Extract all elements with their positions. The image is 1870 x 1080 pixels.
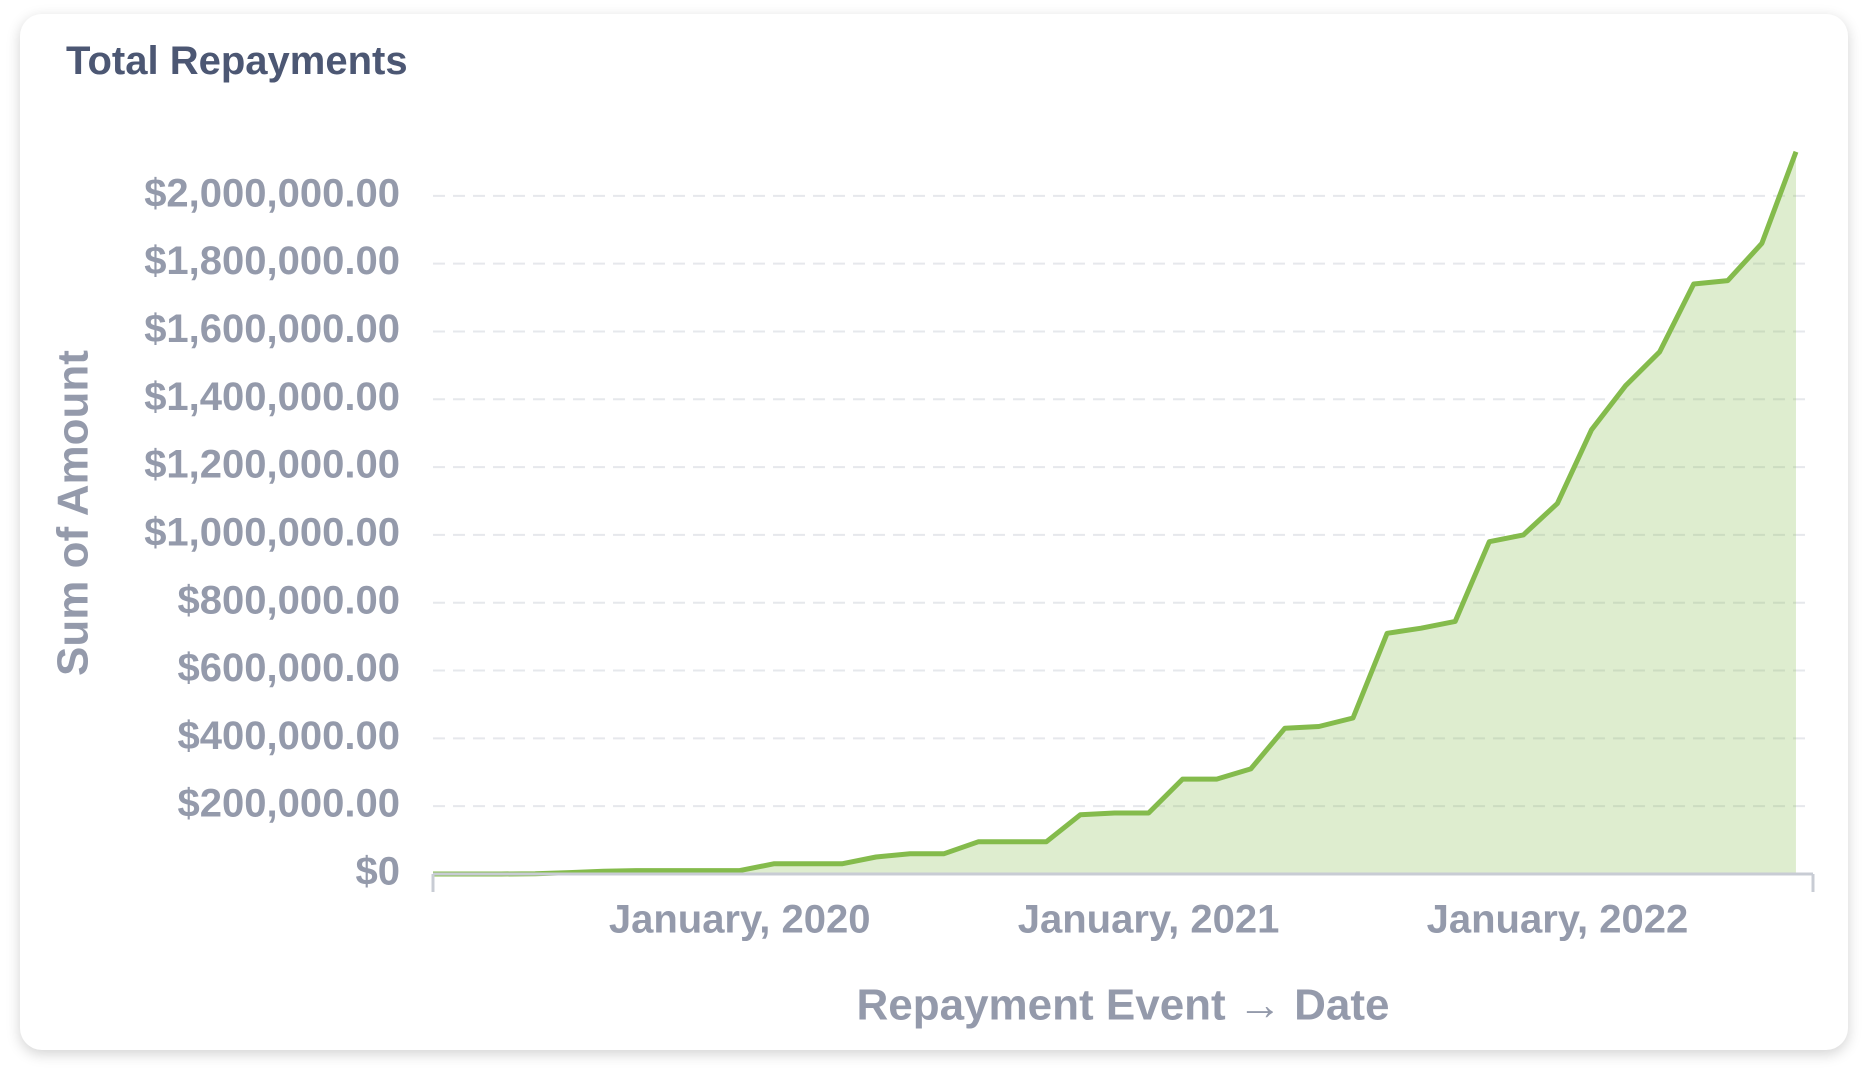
y-tick-label: $2,000,000.00 [144, 171, 400, 215]
x-tick-label: January, 2021 [1018, 898, 1280, 942]
x-axis-title: Repayment Event → Date [856, 981, 1389, 1030]
y-tick-label: $800,000.00 [178, 578, 400, 622]
y-tick-label: $200,000.00 [178, 782, 400, 826]
y-tick-label: $0 [356, 850, 401, 894]
area [433, 151, 1796, 875]
line [433, 150, 1799, 877]
y-tick-label: $1,800,000.00 [144, 239, 400, 283]
y-tick-label: $1,400,000.00 [144, 375, 400, 419]
card [20, 14, 1848, 1050]
y-tick-label: $1,200,000.00 [144, 443, 400, 487]
y-tick-label: $1,600,000.00 [144, 307, 400, 351]
y-axis-title: Sum of Amount [49, 350, 98, 676]
x-tick-label: January, 2022 [1427, 898, 1689, 942]
chart-title: Total Repayments [66, 39, 408, 83]
y-tick-label: $1,000,000.00 [144, 510, 400, 554]
y-tick-label: $600,000.00 [178, 646, 400, 690]
y-tick-label: $400,000.00 [178, 714, 400, 758]
x-tick-label: January, 2020 [609, 898, 871, 942]
